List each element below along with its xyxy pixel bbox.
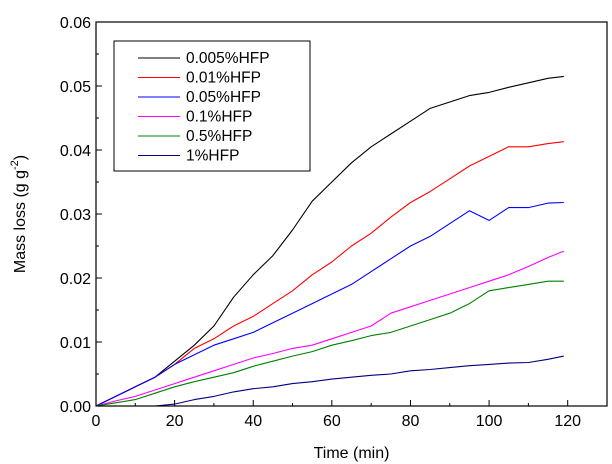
- legend-label: 0.5%HFP: [186, 128, 252, 145]
- legend: 0.005%HFP 0.01%HFP 0.05%HFP 0.1%HFP 0.5%HFP 1…: [113, 40, 311, 172]
- x-tick-label: 40: [244, 413, 262, 430]
- x-tick-label: 60: [323, 413, 341, 430]
- y-tick-label: 0.02: [60, 271, 91, 288]
- y-axis-title-tail: ): [12, 155, 29, 160]
- y-axis-title: Mass loss (g g-2): [9, 155, 29, 273]
- axis-ticks: [95, 21, 569, 407]
- y-tick-label: 0.03: [60, 207, 91, 224]
- series-line-0-01-hfp: [95, 141, 564, 407]
- x-tick-label: 100: [476, 413, 503, 430]
- x-tick-label: 0: [92, 413, 101, 430]
- series-line-0-005-hfp: [95, 75, 564, 407]
- x-tick-label: 120: [554, 413, 581, 430]
- legend-label: 1%HFP: [186, 148, 239, 165]
- y-tick-label: 0.06: [60, 15, 91, 32]
- y-tick-label: 0.00: [60, 399, 91, 416]
- legend-label: 0.1%HFP: [186, 109, 252, 126]
- legend-label: 0.01%HFP: [186, 70, 261, 87]
- y-axis-title-superscript: -2: [9, 160, 21, 170]
- series-line-0-1-hfp: [95, 250, 565, 407]
- series-line-1-hfp: [96, 355, 564, 407]
- legend-label: 0.05%HFP: [186, 89, 261, 106]
- series-line-0-05-hfp: [95, 201, 564, 407]
- legend-box: [113, 40, 311, 172]
- series-line-0-5-hfp: [95, 280, 564, 407]
- x-tick-label: 20: [166, 413, 184, 430]
- y-tick-label: 0.04: [60, 143, 91, 160]
- legend-label: 0.005%HFP: [186, 50, 270, 67]
- x-tick-label: 80: [402, 413, 420, 430]
- y-tick-label: 0.01: [60, 335, 91, 352]
- x-axis-title: Time (min): [314, 445, 390, 462]
- y-tick-label: 0.05: [60, 79, 91, 96]
- y-axis-title-main: Mass loss (g g: [12, 170, 29, 273]
- axis-tick-labels: 0 20 40 60 80 100 120 0.00 0.01 0.02 0.03 0.04 0.05 0…: [60, 15, 581, 430]
